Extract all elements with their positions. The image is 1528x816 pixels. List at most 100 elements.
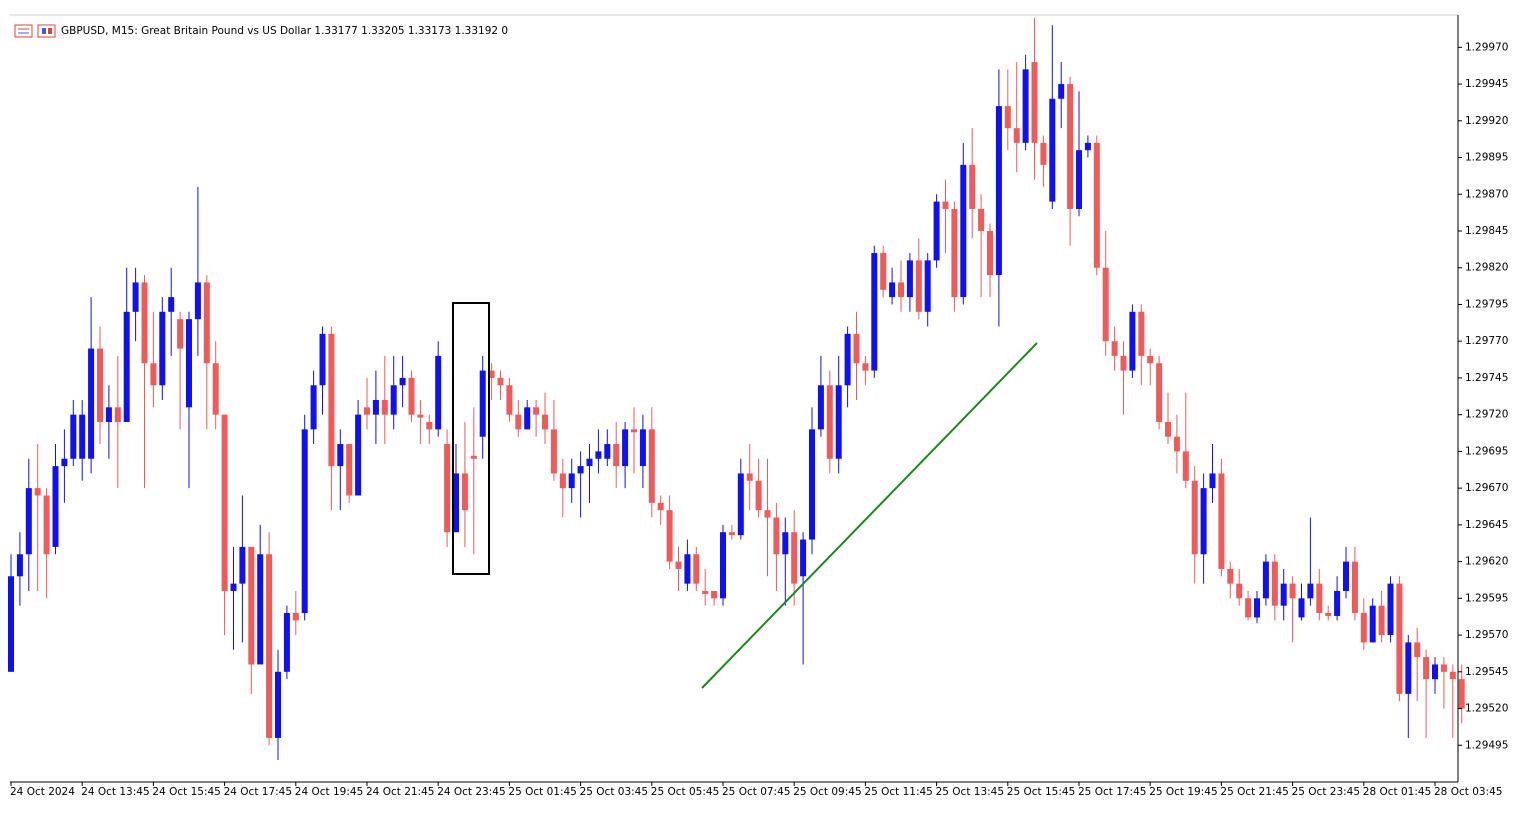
candle-body xyxy=(1343,561,1349,591)
candle-body xyxy=(408,377,415,415)
candle-body xyxy=(889,282,896,298)
candle-body xyxy=(1432,664,1438,680)
x-tick-label: 25 Oct 05:45 xyxy=(651,786,719,798)
y-tick-label: 1.29745 xyxy=(1465,372,1508,384)
candle-body xyxy=(1298,598,1305,618)
candle-body xyxy=(506,385,513,415)
candle-body xyxy=(52,466,59,547)
candle-body xyxy=(159,311,166,386)
candle-body xyxy=(924,260,931,312)
chart-title: GBPUSD, M15: Great Britain Pound vs US D… xyxy=(61,25,508,37)
candle-body xyxy=(871,253,878,371)
candle-body xyxy=(933,201,940,261)
candle-body xyxy=(1013,128,1020,143)
candle-body xyxy=(648,429,655,503)
y-tick-label: 1.29520 xyxy=(1465,703,1508,715)
candle-body xyxy=(1111,341,1118,356)
x-tick-label: 24 Oct 13:45 xyxy=(81,786,149,798)
candle-body xyxy=(79,414,86,459)
candle-body xyxy=(764,510,771,518)
candle-body xyxy=(150,363,157,386)
y-tick-label: 1.29795 xyxy=(1465,298,1508,310)
icon xyxy=(14,24,33,38)
candle-body xyxy=(684,554,691,584)
candle-body xyxy=(239,546,246,584)
candle-body xyxy=(1147,355,1154,364)
y-tick-label: 1.29970 xyxy=(1465,41,1508,53)
candle-body xyxy=(595,451,602,459)
candle-body xyxy=(1031,62,1038,143)
candle-body xyxy=(132,282,139,312)
candle-body xyxy=(817,385,824,430)
icon xyxy=(48,28,52,34)
candle-body xyxy=(1165,422,1171,437)
candle-body xyxy=(1334,590,1341,616)
candle-body xyxy=(711,590,718,599)
candle-body xyxy=(755,480,762,511)
candle-body xyxy=(372,399,379,415)
candle-body xyxy=(1351,561,1358,614)
candle-body xyxy=(524,407,531,430)
candle-body xyxy=(1227,568,1234,584)
candles xyxy=(8,17,1465,760)
x-tick-label: 24 Oct 23:45 xyxy=(437,786,505,798)
x-tick-label: 25 Oct 23:45 xyxy=(1292,786,1360,798)
candle-body xyxy=(951,208,958,298)
candle-body xyxy=(666,510,673,562)
candle-body xyxy=(657,502,664,511)
candle-body xyxy=(702,590,709,594)
candle-body xyxy=(1102,267,1109,342)
y-tick-label: 1.29695 xyxy=(1465,445,1508,457)
candle-body xyxy=(257,554,264,665)
x-tick-label: 24 Oct 17:45 xyxy=(224,786,292,798)
candle-body xyxy=(1182,451,1189,481)
candle-body xyxy=(453,473,459,533)
candle-body xyxy=(221,414,228,591)
candle-body xyxy=(1076,150,1082,209)
candle-body xyxy=(1245,598,1252,618)
candle-body xyxy=(1236,583,1243,599)
x-tick-label: 24 Oct 2024 xyxy=(10,786,75,798)
candle-body xyxy=(515,414,522,430)
candle-body xyxy=(364,407,370,415)
y-tick-label: 1.29545 xyxy=(1465,666,1508,678)
x-tick-label: 25 Oct 19:45 xyxy=(1149,786,1217,798)
candle-body xyxy=(390,385,397,415)
y-tick-label: 1.29570 xyxy=(1465,629,1508,641)
candle-body xyxy=(1067,84,1074,209)
toolbar-icons xyxy=(14,24,56,38)
candle-body xyxy=(542,414,548,430)
candle-body xyxy=(853,333,860,364)
candle-body xyxy=(8,576,14,672)
candle-body xyxy=(1289,583,1296,599)
candle-body xyxy=(328,333,335,467)
candle-body xyxy=(844,333,851,386)
x-tick-label: 24 Oct 15:45 xyxy=(152,786,220,798)
x-tick-label: 25 Oct 11:45 xyxy=(864,786,932,798)
y-tick-label: 1.29770 xyxy=(1465,335,1508,347)
y-tick-label: 1.29820 xyxy=(1465,262,1508,274)
candle-body xyxy=(1280,583,1287,606)
candle-body xyxy=(444,444,451,533)
candle-body xyxy=(586,458,593,467)
candle-body xyxy=(1084,142,1091,151)
candle-body xyxy=(978,208,985,231)
candle-body xyxy=(275,671,281,738)
candle-body xyxy=(1093,142,1100,268)
y-tick-label: 1.29870 xyxy=(1465,188,1508,200)
candle-body xyxy=(248,546,255,665)
candle-body xyxy=(212,363,219,415)
candle-body xyxy=(337,444,344,467)
candle-body xyxy=(791,532,798,584)
x-tick-label: 28 Oct 03:45 xyxy=(1434,786,1502,798)
x-tick-label: 25 Oct 07:45 xyxy=(722,786,790,798)
candle-body xyxy=(1262,561,1269,599)
candle-body xyxy=(550,429,557,474)
x-tick-label: 25 Oct 21:45 xyxy=(1220,786,1288,798)
candle-body xyxy=(168,297,175,312)
candle-body xyxy=(1405,642,1412,694)
candle-body xyxy=(123,311,130,423)
icon xyxy=(37,24,56,38)
